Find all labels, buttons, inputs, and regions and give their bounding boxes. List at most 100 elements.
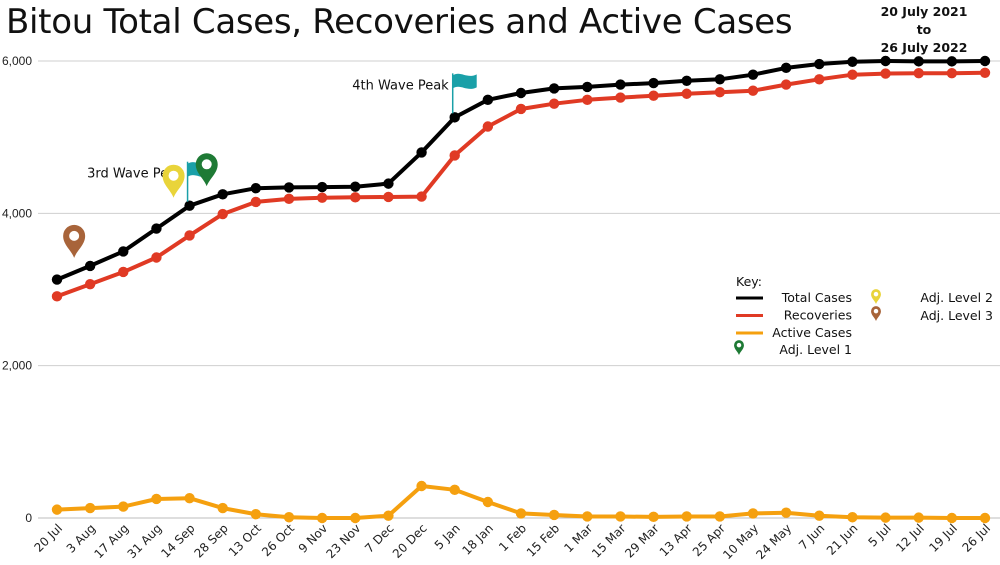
total-cases-point — [151, 223, 162, 234]
recoveries-point — [880, 68, 891, 79]
legend-label: Adj. Level 1 — [779, 342, 852, 357]
active-cases-point — [582, 511, 593, 522]
pin-hole — [736, 342, 742, 348]
total-cases-point — [482, 94, 494, 106]
total-cases-point — [648, 77, 659, 89]
adj-level-marker-icon — [63, 224, 86, 258]
recoveries-point — [482, 121, 494, 132]
active-cases-point — [350, 512, 361, 524]
x-tick-label: 5 Jul — [865, 521, 893, 549]
legend-label: Adj. Level 3 — [920, 308, 993, 323]
active-cases-point — [51, 504, 63, 515]
total-cases-point — [780, 62, 792, 74]
active-cases-point — [681, 511, 692, 522]
active-cases-point — [515, 508, 527, 519]
x-tick-label: 14 Sep — [158, 521, 197, 560]
x-tick-label: 28 Sep — [191, 521, 230, 560]
recoveries-point — [416, 191, 427, 202]
recoveries-point — [814, 74, 825, 85]
recoveries-point — [350, 192, 361, 203]
recoveries-point — [250, 196, 262, 208]
total-cases-point — [449, 112, 460, 123]
active-cases-point — [814, 510, 825, 521]
active-cases-point — [151, 493, 162, 505]
active-cases-point — [747, 508, 759, 519]
legend-label: Active Cases — [772, 325, 852, 340]
x-tick-label: 12 Jul — [893, 521, 927, 555]
active-cases-point — [780, 507, 792, 518]
date-to-word: to — [916, 22, 932, 37]
active-cases-point — [714, 511, 726, 522]
pin-body — [195, 153, 218, 187]
x-tick-label: 13 Oct — [226, 521, 264, 559]
wave-peak-label: 3rd Wave Peak — [87, 167, 184, 182]
recoveries-point — [283, 193, 295, 205]
active-cases-point — [648, 511, 659, 523]
active-cases-point — [913, 512, 924, 523]
total-cases-point — [316, 181, 328, 193]
x-tick-label: 31 Aug — [125, 521, 165, 561]
recoveries-point — [615, 92, 626, 103]
total-cases-point — [250, 182, 262, 194]
total-cases-point — [350, 181, 361, 192]
wave-peak-label: 4th Wave Peak — [352, 78, 449, 93]
x-tick-label: 21 Jun — [824, 521, 861, 558]
recoveries-point — [151, 252, 162, 263]
x-tick-label: 24 May — [753, 521, 794, 562]
recoveries-point — [780, 79, 792, 90]
recoveries-point — [946, 67, 958, 79]
legend-label: Total Cases — [781, 290, 852, 305]
pin-body — [63, 224, 86, 258]
x-tick-label: 18 Jan — [459, 521, 495, 557]
recoveries-point — [316, 192, 328, 203]
total-cases-point — [184, 200, 195, 211]
pin-body — [871, 306, 881, 321]
active-cases-point — [449, 484, 460, 496]
pin-hole — [873, 291, 879, 297]
active-cases-point — [979, 512, 991, 524]
recoveries-point — [217, 208, 228, 220]
total-cases-point — [913, 56, 924, 67]
x-tick-label: 20 Dec — [390, 521, 430, 561]
total-cases-point — [714, 74, 726, 85]
active-cases-point — [184, 492, 195, 504]
date-from: 20 July 2021 — [880, 4, 968, 19]
total-cases-point — [847, 56, 858, 67]
recoveries-point — [979, 67, 991, 79]
total-cases-point — [880, 55, 891, 67]
legend: Key: Total Cases Recoveries Active Cases Adj… — [734, 274, 993, 357]
adj-level-marker-icon — [195, 153, 218, 187]
series-layer — [51, 55, 991, 524]
recoveries-point — [747, 85, 759, 96]
total-cases-point — [51, 274, 63, 285]
pin-body — [871, 289, 881, 304]
total-cases-point — [681, 75, 692, 87]
active-cases-point — [946, 512, 958, 524]
x-tick-label: 26 Oct — [259, 521, 297, 559]
legend-label: Recoveries — [784, 308, 852, 323]
recoveries-point — [648, 90, 659, 101]
recoveries-point — [714, 87, 726, 98]
x-tick-label: 15 Mar — [589, 521, 628, 560]
legend-marker-icon — [734, 340, 744, 355]
recoveries-point — [51, 291, 63, 302]
active-cases-point — [383, 510, 394, 521]
pin-hole — [873, 308, 879, 314]
x-tick-label: 10 May — [720, 521, 761, 562]
total-cases-point — [582, 81, 593, 93]
total-cases-point — [118, 246, 129, 257]
recoveries-point — [913, 67, 924, 79]
active-cases-point — [217, 502, 228, 514]
active-cases-point — [118, 501, 129, 512]
date-range: 20 July 2021 to 26 July 2022 — [854, 3, 994, 57]
active-cases-point — [847, 512, 858, 523]
adj-level-marker-icon — [162, 164, 185, 198]
active-cases-point — [548, 509, 560, 521]
pin-body — [734, 340, 744, 355]
active-cases-point — [416, 480, 427, 492]
y-tick-label: 4,000 — [2, 206, 32, 220]
total-cases-point — [217, 189, 228, 200]
x-tick-label: 23 Nov — [323, 521, 363, 561]
